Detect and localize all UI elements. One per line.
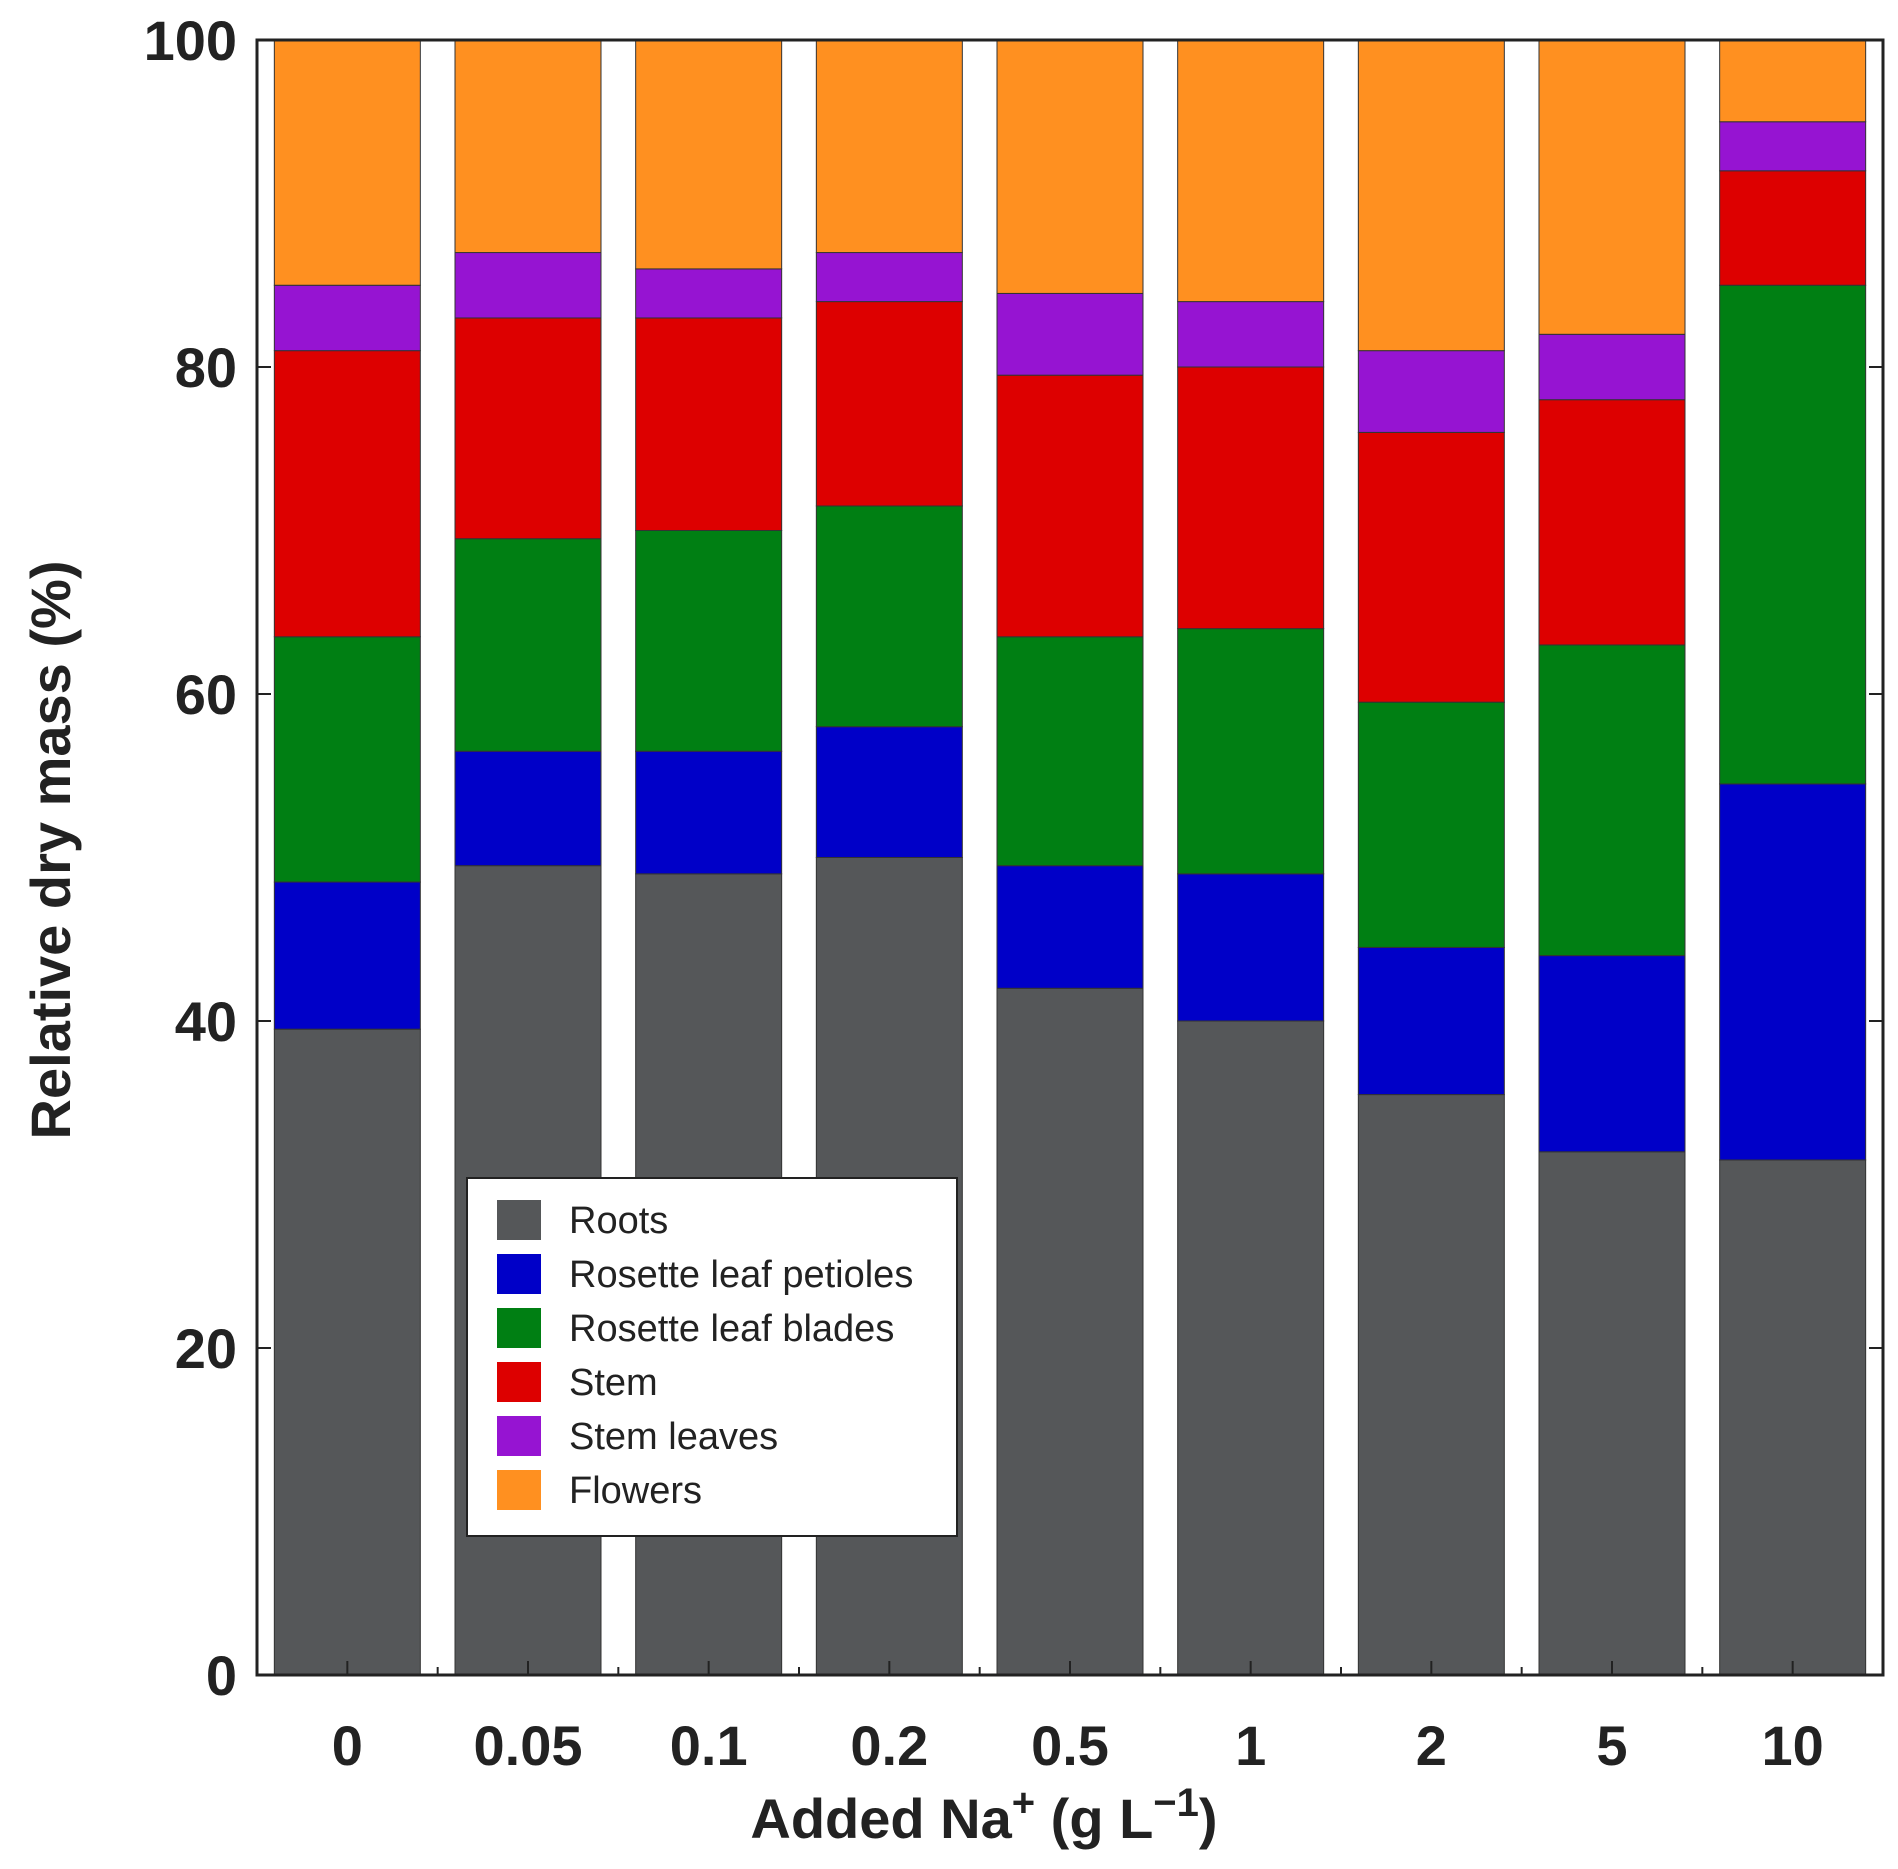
bar-segment-rosette-leaf-blades-2 [1357, 701, 1505, 948]
y-tick-label-80: 80 [175, 336, 237, 399]
bar-segment-stem-5 [1538, 399, 1686, 646]
bar-segment-rosette-leaf-blades-0 [273, 636, 421, 883]
bar-segment-stem-0-2 [815, 301, 963, 507]
bar-segment-stem-leaves-2 [1357, 350, 1505, 433]
legend-swatch-stem [497, 1362, 541, 1402]
legend-items: Roots Rosette leaf petioles Rosette leaf b… [497, 1200, 913, 1512]
bar-segment-stem-leaves-10 [1719, 121, 1867, 172]
legend-swatch-flowers [497, 1470, 541, 1510]
bar-segment-stem-leaves-0-5 [996, 292, 1144, 376]
legend-label-stem-leaves: Stem leaves [569, 1416, 778, 1458]
bar-segment-flowers-1 [1177, 39, 1325, 303]
x-tick-label-2: 2 [1416, 1714, 1447, 1777]
bar-segment-stem-1 [1177, 366, 1325, 630]
x-tick-label-0: 0 [332, 1714, 363, 1777]
x-tick-label-0-2: 0.2 [850, 1714, 928, 1777]
bar-segment-flowers-0-2 [815, 39, 963, 254]
bar-segment-flowers-0-1 [635, 39, 783, 270]
bar-segment-flowers-0-05 [454, 39, 602, 254]
bar-segment-rosette-leaf-petioles-5 [1538, 955, 1686, 1153]
y-axis-label: Relative dry mass (%) [19, 561, 82, 1140]
legend-swatch-roots [497, 1200, 541, 1240]
bar-segment-stem-10 [1719, 170, 1867, 286]
bar-segment-rosette-leaf-petioles-0-2 [815, 726, 963, 859]
legend-label-rosette-leaf-blades: Rosette leaf blades [569, 1308, 894, 1350]
y-tick-label-20: 20 [175, 1317, 237, 1380]
y-tick-labels: 0 20 40 60 80 100 [144, 9, 237, 1707]
x-tick-label-10: 10 [1762, 1714, 1824, 1777]
bar-segment-roots-0-5 [996, 987, 1144, 1676]
bar-segment-stem-0-05 [454, 317, 602, 540]
bar-segment-flowers-10 [1719, 39, 1867, 123]
bar-segment-stem-2 [1357, 431, 1505, 703]
x-tick-label-0-05: 0.05 [474, 1714, 583, 1777]
bar-segment-rosette-leaf-petioles-0-5 [996, 865, 1144, 989]
bar-segment-stem-leaves-5 [1538, 333, 1686, 401]
bar-segment-flowers-5 [1538, 39, 1686, 335]
y-tick-label-60: 60 [175, 663, 237, 726]
x-axis-label-unit-close: ) [1199, 1787, 1218, 1850]
x-axis-label-superscript: + [1012, 1781, 1035, 1825]
bar-segment-rosette-leaf-blades-0-2 [815, 505, 963, 728]
bar-segment-rosette-leaf-petioles-2 [1357, 946, 1505, 1096]
legend: Roots Rosette leaf petioles Rosette leaf b… [466, 1177, 958, 1537]
bar-segment-stem-leaves-0-2 [815, 252, 963, 303]
bar-segment-stem-0-1 [635, 317, 783, 532]
bar-segment-roots-0 [273, 1028, 421, 1676]
legend-label-roots: Roots [569, 1200, 668, 1242]
bar-segment-rosette-leaf-petioles-0 [273, 881, 421, 1030]
x-tick-label-1: 1 [1235, 1714, 1266, 1777]
bar-segment-rosette-leaf-blades-5 [1538, 644, 1686, 957]
y-tick-label-40: 40 [175, 990, 237, 1053]
bar-segment-rosette-leaf-petioles-0-05 [454, 750, 602, 867]
bar-segment-roots-2 [1357, 1094, 1505, 1676]
legend-swatch-rosette-leaf-petioles [497, 1254, 541, 1294]
bar-segment-stem-leaves-1 [1177, 301, 1325, 368]
x-axis-label-main: Added Na [750, 1787, 1012, 1850]
bar-segment-rosette-leaf-blades-0-1 [635, 530, 783, 752]
x-axis-label-unit-open: (g L [1035, 1787, 1153, 1850]
legend-label-stem: Stem [569, 1362, 658, 1404]
bar-segment-stem-leaves-0-1 [635, 268, 783, 319]
bar-segment-roots-10 [1719, 1159, 1867, 1676]
bar-segment-stem-leaves-0-05 [454, 252, 602, 319]
bar-segment-rosette-leaf-blades-0-05 [454, 538, 602, 752]
x-axis-label-unit-superscript: −1 [1153, 1781, 1199, 1825]
legend-swatch-stem-leaves [497, 1416, 541, 1456]
bar-segment-stem-0 [273, 350, 421, 638]
x-axis-label: Added Na+ (g L−1) [750, 1781, 1217, 1850]
bar-segment-stem-leaves-0 [273, 284, 421, 352]
bar-segment-flowers-0-5 [996, 39, 1144, 294]
legend-swatch-rosette-leaf-blades [497, 1308, 541, 1348]
ticks-layer [257, 39, 1883, 1676]
y-tick-label-0: 0 [206, 1644, 237, 1707]
legend-label-rosette-leaf-petioles: Rosette leaf petioles [569, 1254, 913, 1296]
bar-segment-rosette-leaf-petioles-10 [1719, 783, 1867, 1161]
x-tick-labels: 0 0.05 0.1 0.2 0.5 1 2 5 10 [332, 1714, 1824, 1777]
bar-segment-rosette-leaf-blades-1 [1177, 628, 1325, 875]
y-tick-label-100: 100 [144, 9, 237, 72]
x-tick-label-0-1: 0.1 [670, 1714, 748, 1777]
x-tick-label-0-5: 0.5 [1031, 1714, 1109, 1777]
bar-segment-flowers-2 [1357, 39, 1505, 352]
bar-segment-rosette-leaf-petioles-1 [1177, 873, 1325, 1022]
bar-segment-rosette-leaf-blades-10 [1719, 284, 1867, 785]
x-tick-label-5: 5 [1596, 1714, 1627, 1777]
bar-segment-rosette-leaf-petioles-0-1 [635, 750, 783, 875]
bar-segment-stem-0-5 [996, 374, 1144, 638]
bar-segment-roots-1 [1177, 1020, 1325, 1676]
bar-segment-flowers-0 [273, 39, 421, 286]
legend-label-flowers: Flowers [569, 1470, 702, 1512]
legend-box [466, 1177, 958, 1537]
bar-segment-rosette-leaf-blades-0-5 [996, 636, 1144, 867]
bar-segment-roots-5 [1538, 1151, 1686, 1676]
